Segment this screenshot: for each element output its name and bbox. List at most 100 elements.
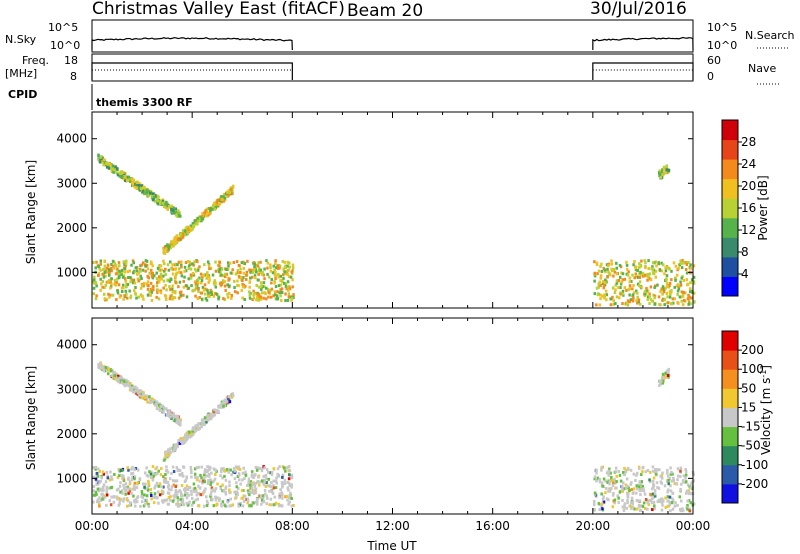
data-cell [140,284,144,288]
data-cell [133,481,137,485]
data-cell [97,489,101,493]
data-cell [673,285,676,289]
data-cell [689,302,692,306]
data-cell [170,287,174,291]
data-cell [169,451,172,455]
data-cell [102,267,106,271]
data-cell [137,480,141,484]
data-cell [162,286,165,290]
data-cell [123,277,127,281]
data-cell [176,214,179,218]
data-cell [621,302,624,306]
velocity-xlabel: Time UT [366,539,417,553]
data-cell [257,285,261,289]
data-cell [225,400,228,404]
data-cell [614,466,618,470]
data-cell [260,498,264,502]
data-cell [238,467,242,471]
data-cell [262,474,266,478]
data-cell [212,294,216,298]
data-cell [229,497,232,501]
data-cell [230,473,233,477]
data-cell [689,263,692,267]
data-cell [668,502,672,506]
data-cell [110,277,113,281]
data-cell [264,484,268,488]
data-cell [679,466,683,470]
data-cell [206,260,210,264]
data-cell [193,467,197,471]
data-cell [169,278,173,282]
data-cell [593,274,597,278]
data-cell [124,289,127,293]
data-cell [272,294,275,298]
data-cell [179,293,183,297]
data-cell [228,277,231,281]
data-cell [246,501,249,505]
data-cell [147,504,151,508]
data-cell [170,488,173,492]
data-cell [629,482,633,486]
data-cell [183,439,187,443]
data-cell [116,267,119,271]
data-cell [124,279,128,283]
data-cell [160,466,163,470]
data-cell [658,383,661,387]
data-cell [279,503,283,507]
data-cell [614,283,618,287]
data-cell [223,272,227,276]
data-cell [189,228,193,232]
data-cell [687,298,691,302]
data-cell [111,164,115,168]
data-cell [636,291,639,295]
data-cell [272,264,275,268]
data-cell [191,427,195,431]
data-cell [136,481,139,485]
data-cell [139,264,142,268]
velocity-data [92,361,696,513]
data-cell [288,469,292,473]
data-cell [272,483,275,487]
data-cell [193,475,197,479]
data-cell [146,293,150,297]
data-cell [688,295,691,299]
data-cell [632,296,635,300]
data-cell [292,503,295,507]
data-cell [235,481,238,485]
data-cell [100,488,103,492]
data-cell [665,281,669,285]
data-cell [116,277,119,281]
data-cell [240,288,244,292]
data-cell [175,479,179,483]
data-cell [259,295,263,299]
data-cell [199,291,203,295]
data-cell [210,416,213,420]
data-cell [181,235,185,239]
data-cell [281,475,284,479]
data-cell [184,233,187,237]
data-cell [615,486,618,490]
data-cell [135,269,139,273]
data-cell [678,495,682,499]
data-cell [237,465,241,469]
data-cell [631,287,634,291]
data-cell [640,480,643,484]
data-cell [177,267,181,271]
data-cell [191,227,194,231]
data-cell [140,500,144,504]
data-cell [137,279,140,283]
data-cell [157,469,160,473]
colorbar-tick-label: 200 [741,343,764,357]
data-cell [680,482,683,486]
data-cell [165,498,169,502]
data-cell [227,189,231,193]
x-tick-label: 04:00 [175,519,210,533]
data-cell [598,480,602,484]
data-cell [195,493,199,497]
data-cell [201,285,205,289]
data-cell [168,449,172,453]
data-cell [641,271,644,275]
data-cell [116,291,120,295]
data-cell [658,171,661,175]
